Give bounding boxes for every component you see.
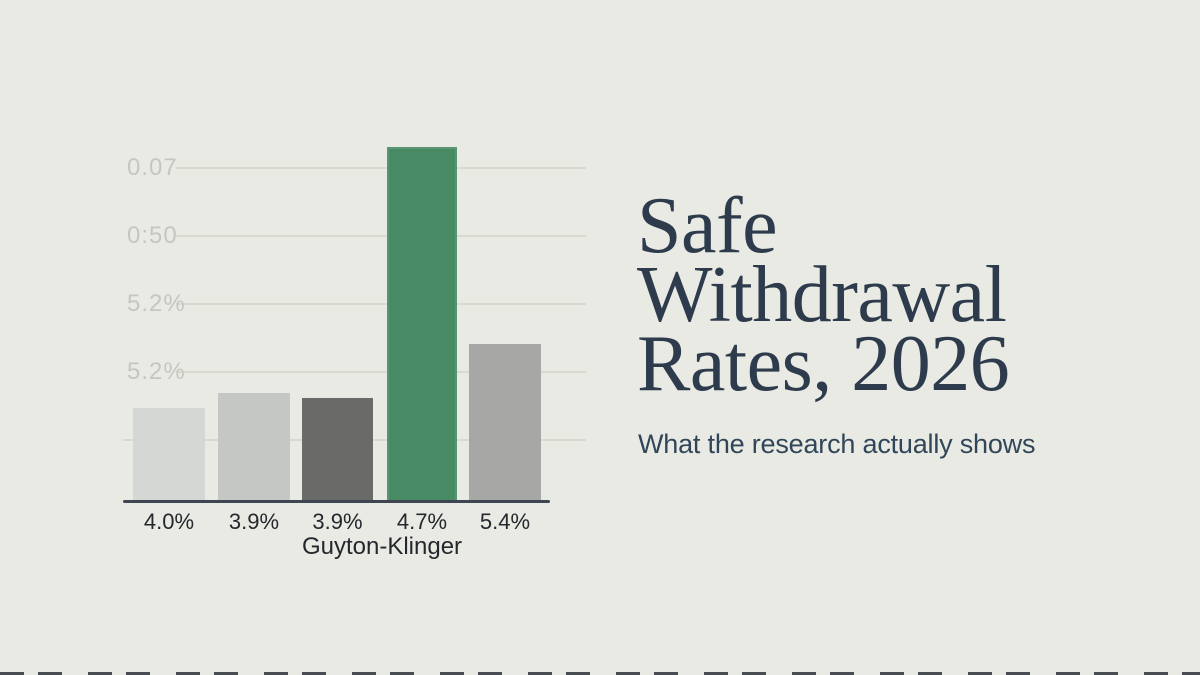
- bar: [302, 398, 373, 502]
- y-axis-tick-label: 0.07: [127, 154, 178, 181]
- gridline: [176, 235, 586, 237]
- page-subtitle: What the research actually shows: [638, 429, 1036, 459]
- bar: [133, 408, 205, 502]
- page-title-line-1: Safe: [637, 182, 778, 270]
- y-axis-tick-label: 0:50: [127, 222, 178, 249]
- bar: [218, 393, 290, 502]
- x-axis-line: [123, 500, 550, 503]
- bar-value-label: 3.9%: [312, 509, 363, 534]
- bar-value-label: 4.0%: [143, 509, 195, 534]
- bar-value-label: 3.9%: [228, 509, 280, 534]
- bar-value-label: 5.4%: [479, 509, 531, 534]
- bottom-edge-artifact: [0, 672, 1200, 675]
- page-title: Safe Withdrawal Rates, 2026: [637, 182, 1010, 408]
- bar: [469, 344, 541, 502]
- bar-highlighted: [387, 147, 457, 502]
- y-axis-tick-label: 5.2%: [127, 358, 186, 385]
- y-axis-tick-label: 5.2%: [127, 290, 186, 317]
- gridline: [176, 371, 586, 373]
- gridline: [176, 167, 586, 169]
- x-axis-group-label: Guyton-Klinger: [301, 533, 463, 560]
- page-title-line-2: Withdrawal: [637, 251, 1007, 339]
- bar-value-label: 4.7%: [396, 509, 448, 534]
- gridline: [176, 303, 586, 305]
- page-title-line-3: Rates, 2026: [637, 320, 1010, 408]
